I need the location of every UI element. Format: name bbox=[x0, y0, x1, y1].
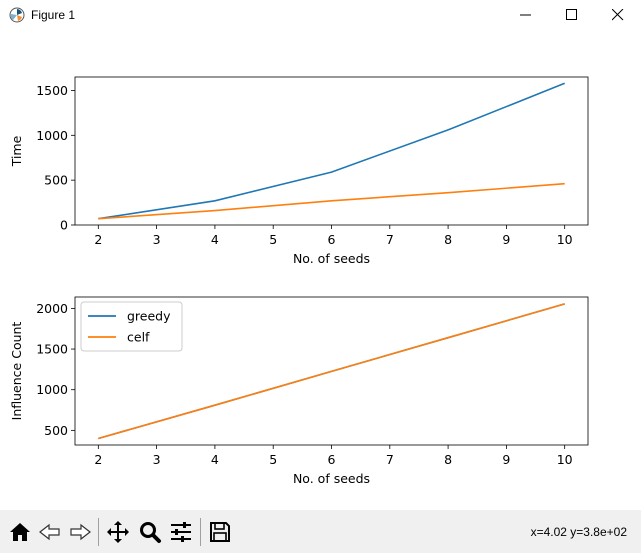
configure-subplots-button[interactable] bbox=[166, 517, 196, 547]
x-tick-label: 8 bbox=[444, 452, 452, 467]
x-axis-label: No. of seeds bbox=[293, 251, 370, 266]
navigation-toolbar: x=4.02 y=3.8e+02 bbox=[0, 510, 641, 553]
back-button[interactable] bbox=[35, 517, 65, 547]
x-tick-label: 4 bbox=[211, 232, 219, 247]
series-line-celf bbox=[98, 303, 565, 440]
y-tick-label: 1500 bbox=[36, 342, 68, 357]
toolbar-separator bbox=[98, 518, 99, 546]
legend-box bbox=[80, 301, 183, 352]
forward-button[interactable] bbox=[65, 517, 95, 547]
x-axis-label: No. of seeds bbox=[293, 471, 370, 486]
save-button[interactable] bbox=[205, 517, 235, 547]
x-tick-label: 7 bbox=[386, 452, 394, 467]
y-axis-label: Influence Count bbox=[9, 322, 24, 421]
home-icon bbox=[10, 523, 30, 541]
forward-arrow-icon bbox=[70, 523, 91, 541]
x-tick-label: 4 bbox=[211, 452, 219, 467]
zoom-icon bbox=[140, 522, 161, 543]
y-tick-label: 500 bbox=[44, 423, 68, 438]
maximize-icon bbox=[566, 9, 577, 20]
x-tick-label: 3 bbox=[153, 232, 161, 247]
y-axis-label: Time bbox=[9, 135, 24, 167]
move-icon bbox=[107, 521, 129, 543]
pan-button[interactable] bbox=[103, 517, 133, 547]
x-tick-label: 5 bbox=[269, 232, 277, 247]
axes-frame bbox=[74, 76, 589, 226]
x-tick-label: 9 bbox=[502, 452, 510, 467]
x-tick-label: 10 bbox=[557, 452, 573, 467]
save-icon bbox=[210, 522, 230, 542]
series-line-celf bbox=[98, 182, 565, 220]
close-icon bbox=[612, 9, 624, 21]
series-line-greedy bbox=[98, 82, 565, 220]
x-tick-label: 3 bbox=[153, 452, 161, 467]
legend-label-celf: celf bbox=[127, 330, 150, 345]
title-bar: Figure 1 bbox=[0, 0, 641, 30]
toolbar-separator bbox=[200, 518, 201, 546]
x-tick-label: 2 bbox=[94, 452, 102, 467]
y-tick-label: 1000 bbox=[36, 382, 68, 397]
x-tick-label: 7 bbox=[386, 232, 394, 247]
minimize-button[interactable] bbox=[503, 0, 549, 30]
legend-label-greedy: greedy bbox=[127, 309, 171, 324]
y-tick-label: 500 bbox=[44, 173, 68, 188]
x-tick-label: 6 bbox=[328, 452, 336, 467]
sliders-icon bbox=[171, 522, 191, 542]
y-tick-label: 1000 bbox=[36, 128, 68, 143]
zoom-button[interactable] bbox=[135, 517, 165, 547]
x-tick-label: 8 bbox=[444, 232, 452, 247]
back-arrow-icon bbox=[39, 523, 60, 541]
matplotlib-logo-icon bbox=[9, 7, 25, 23]
x-tick-label: 9 bbox=[502, 232, 510, 247]
x-tick-label: 6 bbox=[328, 232, 336, 247]
figure-canvas[interactable]: 2 3 4 5 6 7 8 9 10 0 500 1000 1500 No. of seeds Time 2 3… bbox=[0, 30, 641, 510]
y-tick-label: 0 bbox=[60, 218, 68, 233]
close-button[interactable] bbox=[595, 0, 641, 30]
y-tick-label: 2000 bbox=[36, 301, 68, 316]
window-title: Figure 1 bbox=[31, 8, 76, 22]
x-tick-label: 10 bbox=[557, 232, 573, 247]
maximize-button[interactable] bbox=[549, 0, 595, 30]
cursor-coordinates: x=4.02 y=3.8e+02 bbox=[530, 525, 627, 539]
minimize-icon bbox=[520, 14, 531, 16]
x-tick-label: 2 bbox=[94, 232, 102, 247]
x-tick-label: 5 bbox=[269, 452, 277, 467]
y-tick-label: 1500 bbox=[36, 83, 68, 98]
home-button[interactable] bbox=[5, 517, 35, 547]
